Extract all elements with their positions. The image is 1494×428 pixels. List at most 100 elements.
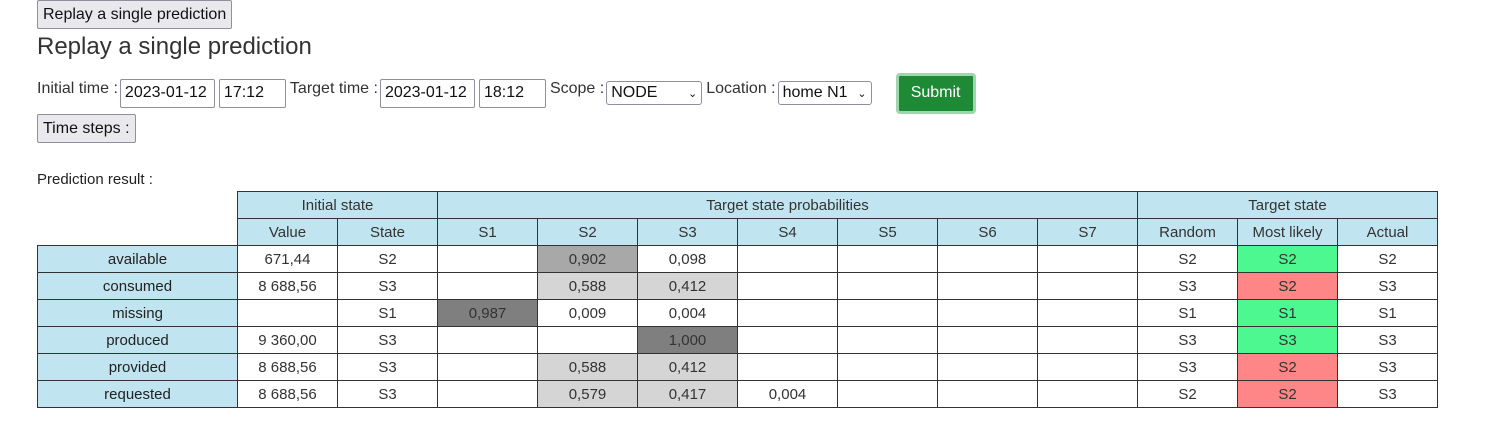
replay-single-prediction-button[interactable]: Replay a single prediction — [37, 0, 233, 29]
probability-cell: 0,412 — [637, 353, 738, 381]
probability-cell: 0,004 — [737, 380, 838, 408]
table-row: requested 8 688,56 S3 0,579 0,417 0,004 S2 S2 S3 — [37, 380, 1438, 408]
state-cell: S3 — [337, 272, 438, 300]
probability-cell — [737, 299, 838, 327]
location-label: Location : — [706, 80, 776, 97]
probability-cell — [937, 272, 1038, 300]
target-date-input[interactable] — [379, 78, 475, 108]
probability-cell — [937, 326, 1038, 354]
value-cell: 9 360,00 — [237, 326, 338, 354]
probability-cell — [437, 326, 538, 354]
random-cell: S1 — [1137, 299, 1238, 327]
state-cell: S3 — [337, 353, 438, 381]
column-header: State — [337, 218, 438, 246]
random-cell: S3 — [1137, 326, 1238, 354]
probability-cell — [437, 353, 538, 381]
probability-cell: 0,412 — [637, 272, 738, 300]
most-likely-cell: S2 — [1237, 380, 1338, 408]
state-cell: S3 — [337, 326, 438, 354]
probability-cell — [837, 245, 938, 273]
result-body: available 671,44 S2 0,902 0,098 S2 S2 S2 consume… — [37, 245, 1438, 408]
probability-cell — [1037, 353, 1138, 381]
location-select-value: home N1 — [782, 84, 848, 101]
probability-cell — [837, 272, 938, 300]
probability-cell: 0,902 — [537, 245, 638, 273]
most-likely-cell: S2 — [1237, 272, 1338, 300]
table-row: available 671,44 S2 0,902 0,098 S2 S2 S2 — [37, 245, 1438, 273]
prediction-result-label: Prediction result : — [37, 171, 153, 188]
probability-cell — [1037, 272, 1138, 300]
state-cell: S2 — [337, 245, 438, 273]
probability-cell: 0,987 — [437, 299, 538, 327]
probability-cell: 0,004 — [637, 299, 738, 327]
column-header-row: Value State S1 S2 S3 S4 S5 S6 S7 Random Most likel… — [38, 218, 1438, 246]
column-header: S4 — [737, 218, 838, 246]
state-cell: S1 — [337, 299, 438, 327]
probability-cell: 0,417 — [637, 380, 738, 408]
group-header-probabilities: Target state probabilities — [437, 191, 1138, 219]
table-row: produced 9 360,00 S3 1,000 S3 S3 S3 — [37, 326, 1438, 354]
group-header-row: Initial state Target state probabilities… — [38, 191, 1438, 219]
target-time-label: Target time : — [289, 80, 378, 97]
location-select[interactable]: home N1 ⌄ — [777, 81, 872, 105]
random-cell: S2 — [1137, 380, 1238, 408]
prediction-result-table: Initial state Target state probabilities… — [37, 191, 1438, 408]
row-label: missing — [37, 299, 238, 327]
value-cell — [237, 299, 338, 327]
corner-cell — [38, 219, 238, 246]
value-cell: 8 688,56 — [237, 272, 338, 300]
row-label: produced — [37, 326, 238, 354]
probability-cell — [837, 326, 938, 354]
scope-label: Scope : — [549, 80, 605, 97]
initial-time-label: Initial time : — [37, 80, 118, 97]
probability-cell — [737, 353, 838, 381]
probability-cell — [937, 380, 1038, 408]
initial-time-input[interactable] — [218, 78, 286, 108]
probability-cell — [737, 245, 838, 273]
probability-cell: 0,588 — [537, 272, 638, 300]
column-header: S6 — [937, 218, 1038, 246]
time-steps-button[interactable]: Time steps : — [37, 114, 136, 143]
table-row: provided 8 688,56 S3 0,588 0,412 S3 S2 S3 — [37, 353, 1438, 381]
probability-cell: 1,000 — [637, 326, 738, 354]
actual-cell: S2 — [1337, 245, 1438, 273]
corner-cell — [38, 192, 238, 219]
actual-cell: S1 — [1337, 299, 1438, 327]
scope-select-value: NODE — [611, 84, 658, 101]
probability-cell: 0,588 — [537, 353, 638, 381]
probability-cell — [837, 380, 938, 408]
actual-cell: S3 — [1337, 353, 1438, 381]
probability-cell: 0,098 — [637, 245, 738, 273]
value-cell: 8 688,56 — [237, 380, 338, 408]
value-cell: 671,44 — [237, 245, 338, 273]
group-header-initial: Initial state — [237, 191, 438, 219]
row-label: consumed — [37, 272, 238, 300]
column-header: S7 — [1037, 218, 1138, 246]
probability-cell: 0,009 — [537, 299, 638, 327]
state-cell: S3 — [337, 380, 438, 408]
scope-select[interactable]: NODE ⌄ — [606, 81, 703, 105]
table-row: missing S1 0,987 0,009 0,004 S1 S1 S1 — [37, 299, 1438, 327]
value-cell: 8 688,56 — [237, 353, 338, 381]
most-likely-cell: S2 — [1237, 353, 1338, 381]
actual-cell: S3 — [1337, 272, 1438, 300]
probability-cell — [437, 380, 538, 408]
initial-date-input[interactable] — [119, 78, 215, 108]
random-cell: S3 — [1137, 272, 1238, 300]
column-header: Random — [1137, 218, 1238, 246]
page-title: Replay a single prediction — [37, 33, 312, 60]
target-time-input[interactable] — [478, 78, 546, 108]
probability-cell — [937, 245, 1038, 273]
column-header: Value — [237, 218, 338, 246]
actual-cell: S3 — [1337, 326, 1438, 354]
most-likely-cell: S2 — [1237, 245, 1338, 273]
probability-cell — [537, 326, 638, 354]
column-header: S1 — [437, 218, 538, 246]
submit-button[interactable]: Submit — [895, 72, 976, 114]
probability-cell — [1037, 245, 1138, 273]
probability-cell — [437, 272, 538, 300]
row-label: available — [37, 245, 238, 273]
probability-cell — [1037, 380, 1138, 408]
table-row: consumed 8 688,56 S3 0,588 0,412 S3 S2 S3 — [37, 272, 1438, 300]
probability-cell — [737, 272, 838, 300]
